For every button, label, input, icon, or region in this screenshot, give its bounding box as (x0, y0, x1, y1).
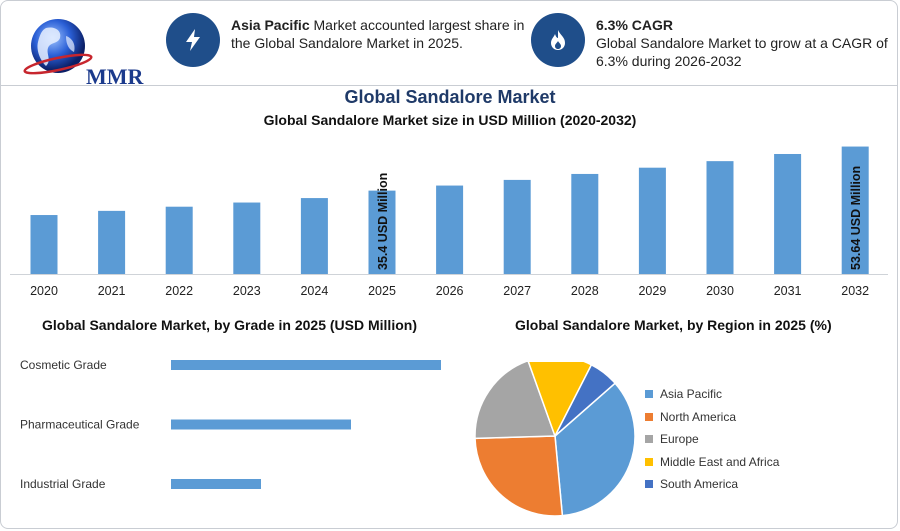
hbar-pharmaceutical-grade (171, 419, 351, 430)
market-size-chart-title: Global Sandalore Market size in USD Mill… (263, 112, 637, 128)
x-tick-label: 2028 (571, 284, 599, 298)
x-tick-label: 2032 (841, 284, 869, 298)
bar-value-label: 53.64 USD Million (849, 166, 863, 270)
flame-icon (531, 13, 585, 67)
legend-swatch (645, 480, 653, 489)
main-title: Global Sandalore Market (344, 87, 556, 107)
bar-2030 (706, 161, 734, 274)
region-pie-chart (474, 362, 636, 517)
pie-slice-south-america (554, 363, 617, 437)
bar-2028 (571, 173, 599, 274)
bar-2032 (841, 146, 869, 274)
x-tick-label: 2030 (706, 284, 734, 298)
bar-2023 (233, 202, 261, 274)
insight-region-body: Market accounted largest share in the Gl… (231, 17, 525, 51)
insight-region-text: Asia Pacific Market accounted largest sh… (231, 16, 526, 52)
x-tick-label: 2023 (233, 284, 261, 298)
legend-swatch (645, 412, 653, 421)
header-divider (0, 85, 898, 86)
legend-label: South America (660, 477, 739, 492)
x-tick-label: 2026 (436, 284, 464, 298)
bar-2021 (98, 210, 126, 274)
bar-2022 (165, 206, 193, 274)
bar-2020 (30, 215, 58, 274)
globe-icon (23, 19, 93, 75)
legend-item: North America (645, 406, 779, 429)
x-tick-label: 2020 (30, 284, 58, 298)
market-size-bar-chart: 2020 2021 2022 2023 2024 2025 35.4 USD Million… (10, 146, 888, 298)
x-tick-label: 2029 (638, 284, 666, 298)
x-tick-label: 2022 (165, 284, 193, 298)
legend-item: Middle East and Africa (645, 451, 779, 474)
hbar-industrial-grade (171, 479, 261, 489)
legend-swatch (645, 457, 653, 466)
bar-2031 (774, 153, 802, 274)
legend-label: Asia Pacific (660, 387, 723, 402)
region-legend: Asia Pacific North America Europe Middle Ea… (645, 383, 779, 496)
insight-cagr-body: Global Sandalore Market to grow at a CAG… (596, 35, 888, 69)
pie-slice-middle-east-and-africa (527, 362, 593, 438)
bar-2027 (503, 179, 531, 274)
pie-slice-asia-pacific (554, 382, 636, 517)
legend-swatch (645, 435, 653, 444)
hbar-cosmetic-grade (171, 360, 441, 370)
legend-label: Middle East and Africa (660, 454, 780, 469)
x-tick-label: 2031 (774, 284, 802, 298)
category-label: Industrial Grade (20, 477, 106, 491)
x-tick-label: 2025 (368, 284, 396, 298)
legend-label: Europe (660, 432, 699, 447)
x-tick-label: 2024 (300, 284, 328, 298)
bar-2025 (368, 190, 396, 274)
insight-cagr-text: 6.3% CAGR Global Sandalore Market to gro… (596, 16, 891, 70)
insight-region-highlight: Asia Pacific (231, 17, 310, 33)
legend-swatch (645, 390, 653, 399)
bar-value-label: 35.4 USD Million (376, 173, 390, 270)
lightning-icon (166, 13, 220, 67)
bar-2026 (436, 185, 464, 274)
region-chart-title: Global Sandalore Market, by Region in 20… (515, 317, 832, 333)
legend-item: South America (645, 473, 779, 496)
category-label: Pharmaceutical Grade (20, 418, 140, 432)
x-tick-label: 2027 (503, 284, 531, 298)
grade-bar-chart: Cosmetic Grade Pharmaceutical Grade Indust… (20, 358, 441, 491)
legend-item: Asia Pacific (645, 383, 779, 406)
x-tick-label: 2021 (98, 284, 126, 298)
grade-chart-title: Global Sandalore Market, by Grade in 202… (42, 317, 417, 333)
legend-item: Europe (645, 428, 779, 451)
pie-slice-north-america (474, 435, 564, 517)
bar-2024 (300, 198, 328, 274)
category-label: Cosmetic Grade (20, 358, 107, 372)
legend-label: North America (660, 409, 737, 424)
insight-cagr-title: 6.3% CAGR (596, 17, 674, 33)
mmr-logo: MMR (16, 14, 143, 89)
bar-2029 (638, 167, 666, 274)
logo-text: MMR (86, 64, 144, 89)
